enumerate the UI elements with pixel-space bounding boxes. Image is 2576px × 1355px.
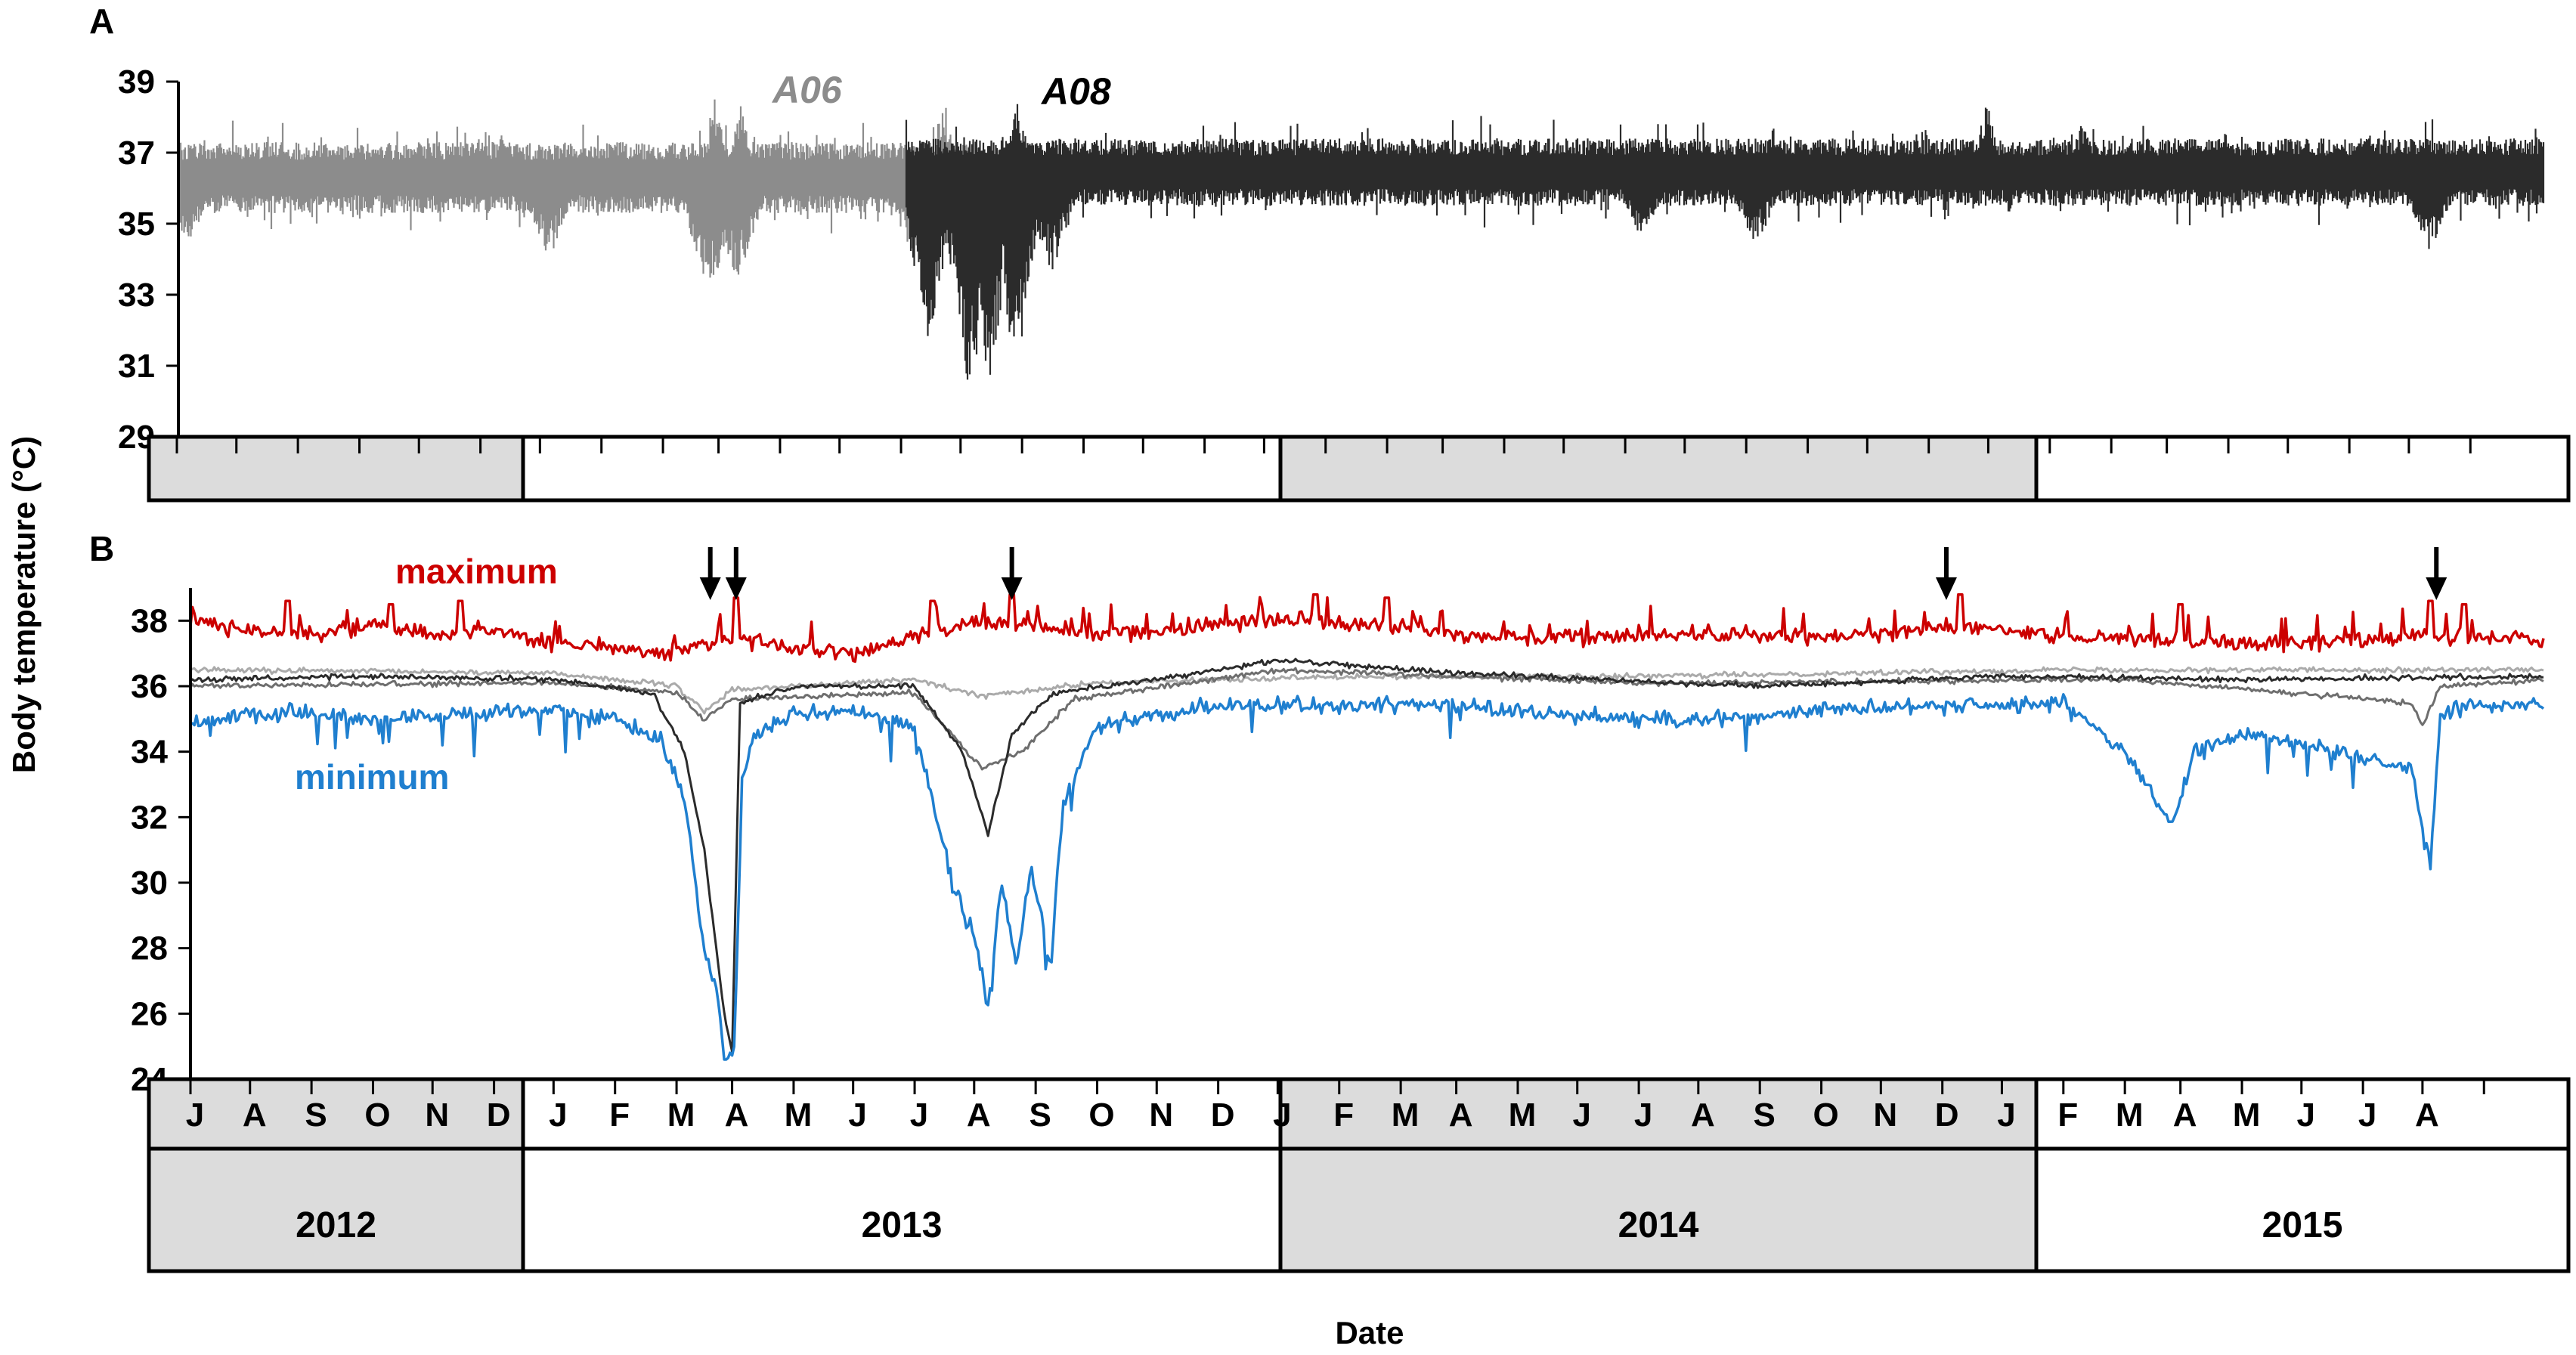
arrow-head xyxy=(1935,577,1957,600)
panel-b-y-tick-label: 26 xyxy=(131,995,168,1032)
series-label-a08: A08 xyxy=(1040,70,1111,113)
month-label: O xyxy=(1813,1097,1838,1134)
month-label: A xyxy=(1449,1097,1473,1134)
panel-a-y-tick-label: 31 xyxy=(118,348,155,385)
arrow-marker xyxy=(2426,547,2448,600)
arrow-head xyxy=(699,577,721,600)
month-label: N xyxy=(425,1097,449,1134)
month-label: A xyxy=(243,1097,267,1134)
panel-b-series-2 xyxy=(190,657,2544,1053)
panel-a-y-tick-label: 37 xyxy=(118,135,155,172)
panel-b-y-tick-label: 28 xyxy=(131,930,168,967)
year-block-2013 xyxy=(521,1077,1283,1273)
month-label: O xyxy=(1088,1097,1114,1134)
month-label: J xyxy=(2297,1097,2315,1134)
panel-b-y-tick-label: 30 xyxy=(131,865,168,902)
month-label: F xyxy=(1333,1097,1354,1134)
month-label: J xyxy=(1572,1097,1590,1134)
panel-b-series-0 xyxy=(189,592,2545,664)
panel-b-series xyxy=(189,592,2545,1061)
panel-a-y-tick-label: 39 xyxy=(118,63,155,101)
panel-b-y-tick-label: 32 xyxy=(131,799,168,836)
month-label: M xyxy=(1392,1097,1420,1134)
month-label: A xyxy=(967,1097,991,1134)
arrow-marker xyxy=(1935,547,1957,600)
panel-b-series-3 xyxy=(189,667,2544,771)
month-label: J xyxy=(848,1097,866,1134)
arrow-marker xyxy=(725,547,747,600)
series-label-minimum: minimum xyxy=(295,757,449,797)
panel-b-series-4 xyxy=(190,666,2544,715)
year-block-2015 xyxy=(2034,1077,2571,1273)
panel-a-series xyxy=(177,99,2545,380)
year-block-2012 xyxy=(147,435,525,503)
month-label: S xyxy=(305,1097,327,1134)
month-label: A xyxy=(725,1097,749,1134)
month-label: A xyxy=(2415,1097,2439,1134)
year-block-2015 xyxy=(2034,435,2571,503)
month-label: M xyxy=(667,1097,695,1134)
arrow-head xyxy=(2426,577,2448,600)
arrow-marker xyxy=(1001,547,1023,600)
month-label: D xyxy=(1935,1097,1959,1134)
year-label-2012: 2012 xyxy=(296,1205,376,1245)
year-block-2014 xyxy=(1278,1077,2039,1273)
year-label-2014: 2014 xyxy=(1618,1205,1699,1245)
month-label: M xyxy=(2233,1097,2261,1134)
month-label: N xyxy=(1873,1097,1897,1134)
panel-a-label: A xyxy=(89,2,114,41)
month-label: N xyxy=(1149,1097,1173,1134)
month-label: S xyxy=(1029,1097,1051,1134)
series-label-maximum: maximum xyxy=(395,552,558,591)
y-axis-title: Body temperature (°C) xyxy=(6,436,42,773)
month-label: S xyxy=(1754,1097,1776,1134)
month-label: J xyxy=(1273,1097,1291,1134)
month-label: A xyxy=(1691,1097,1715,1134)
month-label: D xyxy=(487,1097,511,1134)
year-label-2013: 2013 xyxy=(862,1205,943,1245)
month-label: J xyxy=(1634,1097,1652,1134)
panel-a-year-strip xyxy=(147,435,2571,503)
year-label-2015: 2015 xyxy=(2262,1205,2343,1245)
panel-b-chart: 2426283032343638 maximum minimum xyxy=(131,547,2545,1098)
arrow-head xyxy=(1001,577,1023,600)
month-label: M xyxy=(785,1097,813,1134)
panel-b-y-tick-label: 34 xyxy=(131,734,168,771)
month-label: J xyxy=(186,1097,204,1134)
series-label-a06: A06 xyxy=(771,69,843,111)
year-block-2014 xyxy=(1278,435,2039,503)
panel-b-label: B xyxy=(89,529,114,568)
month-label: D xyxy=(1211,1097,1235,1134)
panel-b-y-tick-label: 38 xyxy=(131,602,168,639)
panel-a-y-tick-label: 33 xyxy=(118,277,155,314)
month-label: J xyxy=(910,1097,928,1134)
panel-b-y-tick-label: 36 xyxy=(131,668,168,705)
month-label: M xyxy=(2116,1097,2144,1134)
year-block-2012 xyxy=(147,1077,525,1273)
month-label: J xyxy=(2358,1097,2376,1134)
month-label: O xyxy=(364,1097,390,1134)
panel-b-arrows xyxy=(699,547,2448,600)
month-label: F xyxy=(2057,1097,2078,1134)
panel-b-series-1 xyxy=(190,693,2545,1061)
month-label: J xyxy=(549,1097,567,1134)
month-label: F xyxy=(609,1097,630,1134)
month-label: M xyxy=(1509,1097,1537,1134)
panel-a-series-a08 xyxy=(905,104,2545,380)
panel-a-y-tick-label: 35 xyxy=(118,206,155,243)
month-label: J xyxy=(1997,1097,2015,1134)
x-axis-title: Date xyxy=(1335,1315,1404,1350)
arrow-head xyxy=(725,577,747,600)
arrow-marker xyxy=(699,547,721,600)
month-label: A xyxy=(2173,1097,2197,1134)
panel-a-series-a06 xyxy=(177,99,979,278)
panel-b-y-ticks: 2426283032343638 xyxy=(131,602,190,1098)
